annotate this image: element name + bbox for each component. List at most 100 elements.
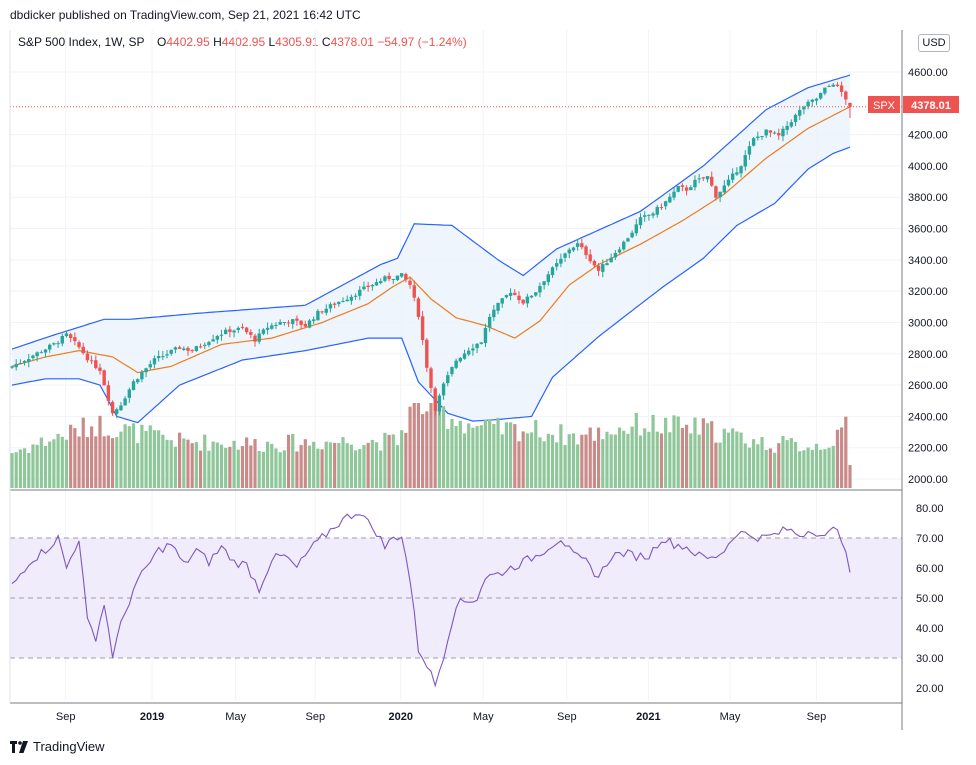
candle-body xyxy=(236,327,240,331)
candle-body xyxy=(659,207,664,209)
volume-bar xyxy=(136,443,140,488)
candle-body xyxy=(714,186,718,198)
volume-bar xyxy=(798,451,802,488)
volume-bar xyxy=(584,434,588,488)
tradingview-logo-icon xyxy=(10,740,28,753)
symbol-tag-text: SPX xyxy=(873,100,896,112)
candle-body xyxy=(119,405,123,411)
candle-body xyxy=(60,335,64,344)
publisher-line: dbdicker published on TradingView.com, S… xyxy=(10,8,361,22)
open-label: O xyxy=(157,35,167,49)
volume-bar xyxy=(366,442,370,488)
volume-bar xyxy=(35,444,39,488)
rsi-pane xyxy=(10,513,902,688)
volume-bar xyxy=(31,444,35,488)
volume-bar xyxy=(793,442,798,488)
volume-bar xyxy=(127,426,131,488)
volume-bar xyxy=(115,437,119,488)
candle-body xyxy=(827,85,831,87)
tradingview-brand[interactable]: TradingView xyxy=(10,739,105,754)
volume-bar xyxy=(433,403,437,488)
brand-text: TradingView xyxy=(33,739,105,754)
candle-body xyxy=(634,224,639,234)
time-tick-label: Sep xyxy=(56,711,76,723)
volume-bar xyxy=(848,465,852,488)
candle-body xyxy=(571,247,576,251)
candle-body xyxy=(739,166,743,174)
candle-body xyxy=(823,87,827,94)
candle-body xyxy=(542,281,546,286)
candle-body xyxy=(802,106,806,110)
candle-body xyxy=(399,273,404,277)
candle-body xyxy=(483,327,488,344)
candle-body xyxy=(35,352,39,357)
candle-body xyxy=(433,388,437,411)
candle-body xyxy=(85,353,90,361)
candle-body xyxy=(747,146,752,155)
volume-bar xyxy=(819,449,823,488)
volume-bar xyxy=(458,420,462,488)
candle-body xyxy=(211,339,215,342)
volume-bar xyxy=(630,426,634,488)
volume-bar xyxy=(358,449,362,488)
candle-body xyxy=(697,178,701,180)
candle-body xyxy=(395,275,400,281)
currency-button[interactable]: USD xyxy=(918,34,950,52)
volume-bar xyxy=(270,443,274,488)
volume-bar xyxy=(215,442,219,488)
volume-bar xyxy=(316,448,320,488)
volume-bar xyxy=(408,406,412,488)
volume-bar xyxy=(521,431,525,488)
candle-body xyxy=(198,346,203,348)
candle-body xyxy=(186,347,190,351)
volume-bar xyxy=(18,449,22,488)
volume-bar xyxy=(345,443,349,488)
candle-body xyxy=(705,176,710,180)
volume-bar xyxy=(835,429,840,488)
candle-body xyxy=(684,187,689,191)
volume-bar xyxy=(312,441,316,488)
volume-bar xyxy=(739,432,743,488)
volume-bar xyxy=(90,426,94,488)
candle-body xyxy=(471,348,475,351)
volume-bar xyxy=(228,446,232,488)
volume-bar xyxy=(609,434,613,488)
candle-body xyxy=(546,274,551,283)
volume-bar xyxy=(77,436,81,488)
candle-body xyxy=(450,367,454,375)
volume-bar xyxy=(517,441,521,488)
price-tick-label: 4000.00 xyxy=(908,161,948,173)
candle-body xyxy=(651,213,655,216)
candle-body xyxy=(622,241,626,250)
time-tick-label: 2020 xyxy=(388,711,412,723)
volume-bar xyxy=(362,444,366,488)
candle-body xyxy=(68,334,73,339)
volume-bar xyxy=(777,443,781,488)
candle-body xyxy=(798,110,802,116)
candle-body xyxy=(14,364,18,368)
candle-body xyxy=(194,346,199,351)
time-tick-label: May xyxy=(720,711,741,723)
candle-body xyxy=(89,360,94,362)
volume-bar xyxy=(601,439,605,488)
candle-body xyxy=(257,333,261,342)
volume-bar xyxy=(295,451,299,488)
candle-body xyxy=(848,102,852,107)
volume-bar xyxy=(538,437,542,488)
volume-bar xyxy=(542,441,546,488)
volume-bar xyxy=(286,434,291,488)
volume-bar xyxy=(772,452,777,488)
candle-body xyxy=(613,253,618,258)
volume-bar xyxy=(52,439,56,488)
volume-bar xyxy=(479,425,483,488)
candle-body xyxy=(429,368,433,388)
volume-bar xyxy=(333,442,337,488)
candle-body xyxy=(291,319,295,325)
candle-body xyxy=(793,114,798,122)
volume-bar xyxy=(182,438,186,488)
candle-body xyxy=(358,289,362,296)
candle-body xyxy=(416,298,421,317)
candle-body xyxy=(680,185,685,187)
volume-bar xyxy=(178,432,182,488)
